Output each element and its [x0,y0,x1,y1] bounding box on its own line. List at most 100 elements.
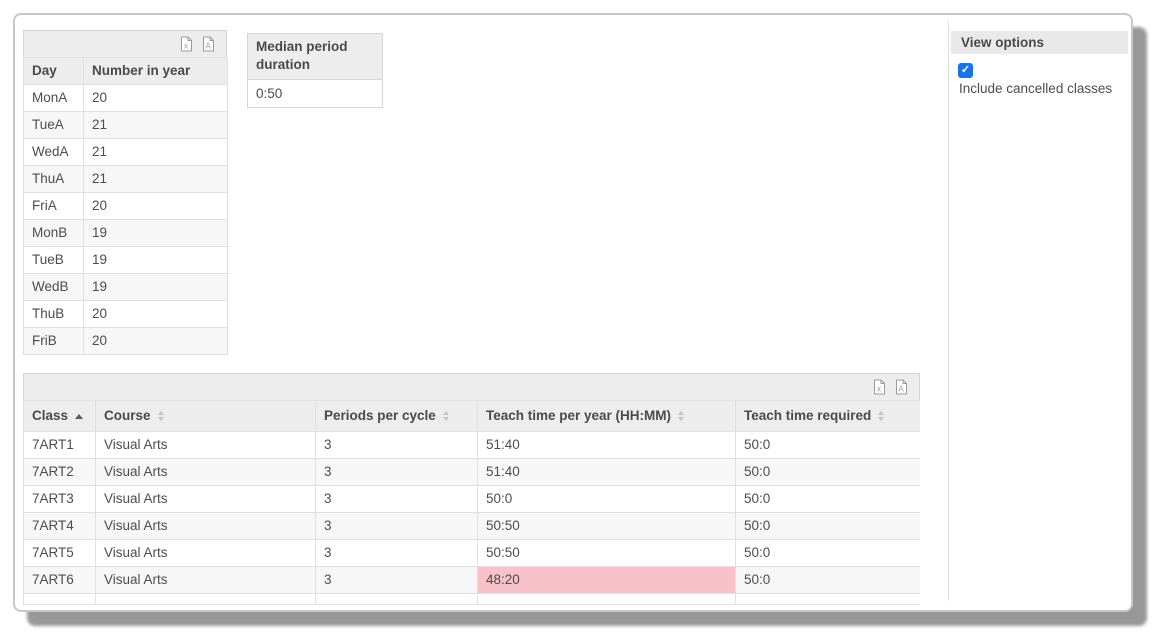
teach-time-cell: 51:40 [477,431,736,459]
table-row: 7ART3 Visual Arts 3 50:0 50:0 [23,485,920,513]
required-cell: 50:0 [735,431,920,459]
sort-ascending-icon [75,413,84,419]
column-header-teach-time-per-year[interactable]: Teach time per year (HH:MM) [477,400,736,432]
panel-divider [948,21,949,601]
table-row: MonB 19 [23,219,228,247]
include-cancelled-label: Include cancelled classes [959,81,1113,96]
pdf-export-icon[interactable]: A [202,36,215,52]
day-count-widget: x A Day Number in year MonA 20 [23,30,228,355]
teach-time-cell-alert: 48:20 [477,566,736,594]
svg-text:x: x [877,385,881,394]
periods-cell: 3 [315,458,478,486]
course-cell: Visual Arts [95,512,316,540]
teach-time-cell [477,593,736,605]
number-cell: 19 [83,246,228,274]
view-options-header: View options [951,31,1128,54]
periods-cell: 3 [315,566,478,594]
number-cell: 21 [83,138,228,166]
number-cell: 19 [83,273,228,301]
pdf-export-icon[interactable]: A [895,379,908,395]
number-cell: 20 [83,192,228,220]
table-row: ThuA 21 [23,165,228,193]
day-cell: FriA [23,192,84,220]
teach-time-cell: 50:50 [477,539,736,567]
table-row: WedA 21 [23,138,228,166]
number-cell: 20 [83,84,228,112]
day-table-toolbar: x A [23,30,227,57]
course-cell: Visual Arts [95,539,316,567]
table-row: 7ART1 Visual Arts 3 51:40 50:0 [23,431,920,459]
day-cell: MonA [23,84,84,112]
number-cell: 20 [83,300,228,328]
teach-time-cell: 50:0 [477,485,736,513]
excel-export-icon[interactable]: x [180,36,193,52]
class-cell: 7ART2 [23,458,96,486]
column-header-course[interactable]: Course [95,400,316,432]
sortable-icon [678,411,685,422]
class-table-toolbar: x A [23,373,920,400]
table-header-row: Day Number in year [23,57,228,85]
table-header-row: Class Course Periods per cycle Teach tim… [23,400,920,432]
periods-cell: 3 [315,485,478,513]
column-header-day: Day [23,57,84,85]
periods-cell: 3 [315,512,478,540]
table-row: TueA 21 [23,111,228,139]
teach-time-cell: 51:40 [477,458,736,486]
class-cell [23,593,96,605]
number-cell: 19 [83,219,228,247]
class-cell: 7ART6 [23,566,96,594]
column-header-class[interactable]: Class [23,400,96,432]
day-cell: WedB [23,273,84,301]
required-cell: 50:0 [735,512,920,540]
include-cancelled-checkbox[interactable] [958,63,973,78]
column-header-number-in-year: Number in year [83,57,228,85]
column-header-periods-per-cycle[interactable]: Periods per cycle [315,400,478,432]
periods-cell: 3 [315,539,478,567]
table-row: TueB 19 [23,246,228,274]
table-row: 7ART4 Visual Arts 3 50:50 50:0 [23,512,920,540]
sortable-icon [157,411,164,422]
class-teach-time-widget: x A Class Cour [23,373,920,606]
number-cell: 21 [83,165,228,193]
day-cell: ThuA [23,165,84,193]
app-window: x A Day Number in year MonA 20 [13,13,1133,612]
sortable-icon [442,411,449,422]
table-row: 7ART2 Visual Arts 3 51:40 50:0 [23,458,920,486]
class-cell: 7ART5 [23,539,96,567]
day-cell: ThuB [23,300,84,328]
course-cell: Visual Arts [95,485,316,513]
course-cell: Visual Arts [95,566,316,594]
required-cell: 50:0 [735,458,920,486]
table-row: FriA 20 [23,192,228,220]
course-cell: Visual Arts [95,431,316,459]
median-period-duration-title: Median period duration [248,34,382,80]
excel-export-icon[interactable]: x [873,379,886,395]
course-cell: Visual Arts [95,458,316,486]
class-cell: 7ART1 [23,431,96,459]
class-teach-time-table: Class Course Periods per cycle Teach tim… [23,400,920,605]
sortable-icon [878,411,885,422]
required-cell: 50:0 [735,566,920,594]
number-cell: 20 [83,327,228,355]
day-cell: TueB [23,246,84,274]
view-options-title: View options [961,35,1045,50]
table-row: ThuB 20 [23,300,228,328]
column-header-teach-time-required[interactable]: Teach time required [735,400,920,432]
periods-cell: 3 [315,431,478,459]
svg-text:A: A [899,385,905,394]
svg-text:x: x [184,42,188,51]
day-cell: FriB [23,327,84,355]
day-cell: MonB [23,219,84,247]
teach-time-cell: 50:50 [477,512,736,540]
required-cell: 50:0 [735,539,920,567]
table-row: 7ART6 Visual Arts 3 48:20 50:0 [23,566,920,594]
day-cell: TueA [23,111,84,139]
course-cell [95,593,316,605]
periods-cell [315,593,478,605]
number-cell: 21 [83,111,228,139]
required-cell [735,593,920,605]
day-count-table: Day Number in year MonA 20 TueA 21 WedA 21 … [23,57,228,355]
table-row-partial [23,593,920,605]
table-row: WedB 19 [23,273,228,301]
day-cell: WedA [23,138,84,166]
